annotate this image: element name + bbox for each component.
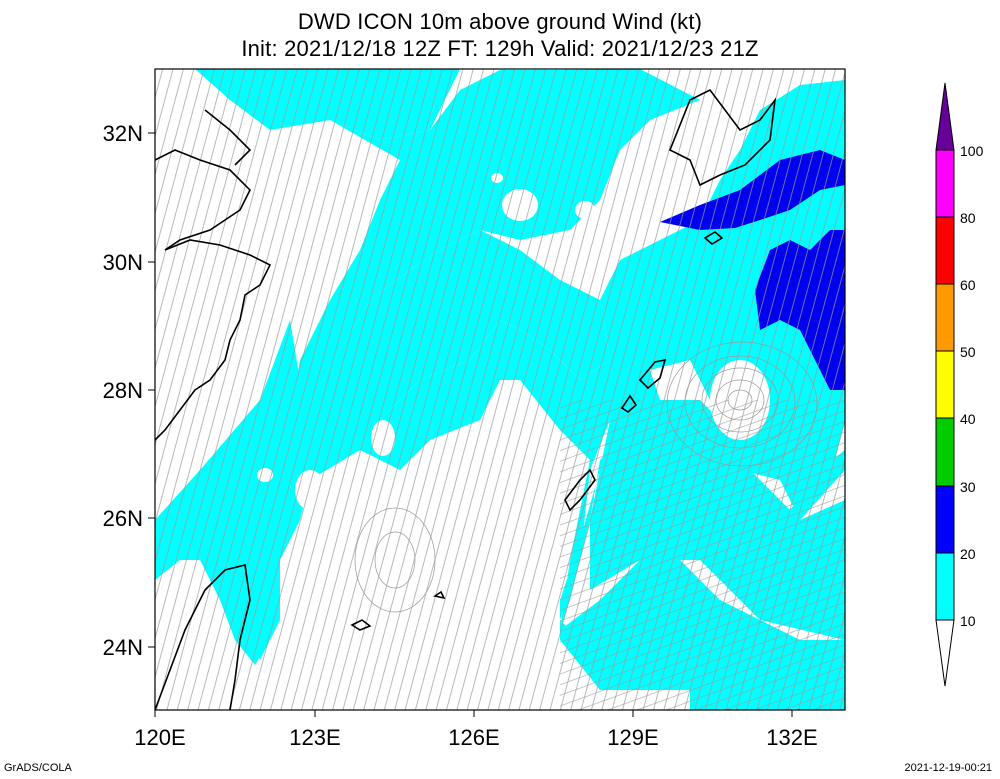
amami: [638, 358, 667, 390]
colorbar-label-80: 80: [960, 210, 976, 226]
lat-label-26n: 26N: [103, 506, 143, 531]
kyushu: [668, 88, 777, 187]
okinawa: [564, 468, 596, 512]
miyako: [432, 590, 446, 600]
lat-label-24n: 24N: [103, 635, 143, 660]
lon-label-120e: 120E: [134, 725, 185, 750]
lon-label-126e: 126E: [448, 725, 499, 750]
lon-label-129e: 129E: [607, 725, 658, 750]
tanegashima: [703, 231, 724, 245]
map-title: DWD ICON 10m above ground Wind (kt): [297, 9, 703, 34]
colorbar-band-10-20: [935, 552, 955, 621]
colorbar-labels: 10 20 30 40 50 60 80 100: [960, 143, 984, 629]
lon-label-123e: 123E: [289, 725, 340, 750]
map-subtitle: Init: 2021/12/18 12Z FT: 129h Valid: 202…: [241, 36, 759, 61]
china-coast-north: [155, 149, 251, 251]
streamlines-east: [560, 400, 845, 710]
plot-area: [155, 69, 845, 710]
colorbar-band-20-30: [935, 485, 955, 554]
cyclone-circulation: [354, 341, 818, 613]
colorbar-label-40: 40: [960, 411, 976, 427]
island-1: [620, 394, 638, 414]
colorbar-band-30-40: [935, 417, 955, 487]
latitude-axis: 24N 26N 28N 30N 32N: [103, 121, 155, 660]
yaeyama: [350, 619, 372, 631]
colorbar: [935, 82, 955, 687]
colorbar-band-80-100: [935, 149, 955, 218]
lat-label-30n: 30N: [103, 250, 143, 275]
colorbar-label-20: 20: [960, 546, 976, 562]
colorbar-label-60: 60: [960, 277, 976, 293]
china-coast-south: [155, 239, 272, 441]
taiwan: [155, 564, 251, 710]
lat-label-28n: 28N: [103, 378, 143, 403]
lat-label-32n: 32N: [103, 121, 143, 146]
longitude-axis: 120E 123E 126E 129E 132E: [134, 710, 818, 750]
colorbar-under-triangle: [935, 619, 955, 687]
colorbar-band-40-50: [935, 350, 955, 419]
colorbar-band-50-60: [935, 283, 955, 352]
yangtze-estuary: [204, 109, 252, 166]
colorbar-over-triangle: [935, 82, 955, 151]
footer-timestamp: 2021-12-19-00:21: [904, 762, 992, 774]
colorbar-label-100: 100: [960, 143, 984, 159]
colorbar-band-60-80: [935, 216, 955, 285]
colorbar-label-50: 50: [960, 344, 976, 360]
footer-credit: GrADS/COLA: [4, 762, 72, 774]
colorbar-label-30: 30: [960, 479, 976, 495]
lon-label-132e: 132E: [766, 725, 817, 750]
colorbar-label-10: 10: [960, 613, 976, 629]
coastlines: [155, 88, 777, 710]
